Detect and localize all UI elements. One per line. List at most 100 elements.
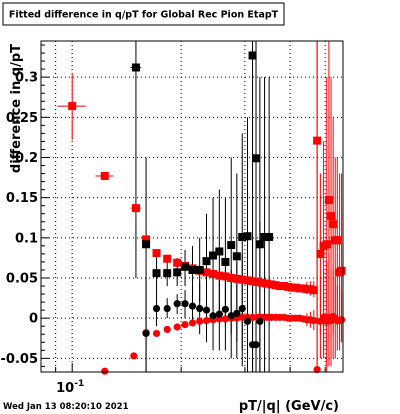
title-box — [2, 2, 285, 26]
data-point-square — [173, 268, 182, 277]
data-point-circle — [238, 313, 246, 321]
data-point-square — [248, 277, 257, 286]
data-point-circle — [188, 319, 197, 327]
data-point-square — [316, 249, 325, 258]
data-point-square — [260, 233, 269, 242]
data-point-circle — [256, 317, 264, 325]
data-point-square — [152, 269, 161, 278]
data-point-circle — [173, 300, 181, 308]
data-markers — [68, 51, 346, 375]
data-point-square — [275, 282, 284, 291]
data-point-circle — [163, 304, 171, 313]
data-point-circle — [221, 305, 229, 313]
data-point-square — [173, 258, 182, 267]
data-point-square — [243, 232, 252, 241]
data-point-square — [202, 257, 211, 266]
data-point-square — [188, 265, 197, 274]
data-point-square — [337, 266, 346, 275]
data-point-square — [238, 275, 247, 284]
data-point-circle — [152, 304, 161, 313]
y-axis-title: difference in q/pT — [9, 44, 24, 173]
data-point-square — [329, 220, 338, 229]
data-point-square — [202, 268, 211, 277]
data-point-circle — [188, 302, 197, 310]
data-point-square — [221, 272, 230, 281]
footer-timestamp: Wed Jan 13 08:20:10 2021 — [3, 402, 129, 412]
data-point-circle — [310, 316, 318, 325]
data-point-square — [221, 257, 230, 266]
data-point-circle — [337, 316, 346, 324]
y-tick-label: 0.2 — [15, 151, 38, 166]
data-point-square — [271, 281, 280, 290]
data-point-square — [265, 233, 274, 242]
data-point-square — [142, 235, 151, 244]
data-point-circle — [215, 310, 223, 318]
data-point-circle — [173, 323, 181, 331]
data-point-square — [262, 279, 271, 288]
data-point-square — [209, 269, 218, 278]
y-tick-label: 0 — [29, 312, 38, 327]
data-point-square — [253, 278, 262, 287]
data-point-circle — [196, 304, 204, 313]
data-point-square — [232, 274, 241, 283]
data-point-square — [267, 280, 276, 289]
plot-frame — [40, 40, 344, 373]
data-point-square — [209, 251, 218, 260]
data-point-square — [215, 271, 224, 280]
data-point-square — [327, 212, 336, 221]
data-point-circle — [130, 352, 138, 360]
data-point-square — [258, 278, 267, 287]
data-point-circle — [152, 329, 161, 338]
data-point-circle — [202, 306, 211, 314]
chart-title: Fitted difference in q/pT for Global Rec… — [9, 10, 279, 21]
y-tick-label: 0.3 — [15, 71, 38, 86]
x-tick-label: 10-1 — [56, 379, 84, 396]
data-point-square — [280, 282, 289, 291]
data-point-circle — [181, 320, 189, 329]
data-point-square — [324, 196, 333, 205]
data-point-square — [181, 262, 190, 271]
data-point-circle — [163, 325, 171, 334]
data-point-square — [227, 274, 236, 283]
data-point-square — [163, 269, 172, 278]
data-point-square — [252, 154, 261, 163]
data-point-square — [152, 249, 161, 258]
axis-ticks: -0.05 0 0.05 0.1 0.15 0.2 0.25 0.3 10-1 — [1, 44, 326, 396]
data-point-square — [227, 241, 236, 250]
data-point-circle — [181, 300, 189, 308]
data-point-circle — [233, 309, 241, 317]
data-point-square — [333, 236, 342, 245]
y-tick-label: 0.25 — [6, 111, 38, 126]
data-point-square — [238, 233, 247, 242]
data-point-square — [309, 286, 318, 295]
y-tick-label: -0.05 — [1, 352, 38, 367]
data-point-circle — [243, 317, 252, 325]
data-point-square — [195, 265, 204, 274]
data-point-square — [163, 254, 172, 263]
data-point-circle — [142, 329, 150, 338]
data-point-circle — [196, 317, 204, 325]
data-point-circle — [252, 341, 260, 349]
data-point-circle — [227, 312, 235, 320]
data-point-square — [142, 240, 151, 249]
data-point-square — [232, 252, 241, 261]
data-point-square — [322, 240, 331, 249]
data-point-square — [100, 171, 109, 180]
data-point-square — [215, 247, 224, 256]
data-point-circle — [313, 365, 321, 374]
x-axis-title: pT/|q| (GeV/c) — [239, 399, 339, 414]
data-point-square — [131, 204, 140, 213]
data-point-circle — [209, 312, 217, 320]
data-point-square — [248, 51, 257, 60]
data-point-circle — [238, 304, 246, 313]
data-point-square — [313, 136, 322, 145]
data-point-square — [255, 240, 264, 249]
data-point-circle — [101, 367, 109, 375]
data-point-circle — [221, 315, 229, 323]
y-tick-label: 0.15 — [6, 191, 38, 206]
data-point-circle — [202, 316, 211, 325]
data-point-square — [243, 276, 252, 285]
data-point-square — [131, 63, 140, 72]
y-tick-label: 0.05 — [6, 272, 38, 287]
